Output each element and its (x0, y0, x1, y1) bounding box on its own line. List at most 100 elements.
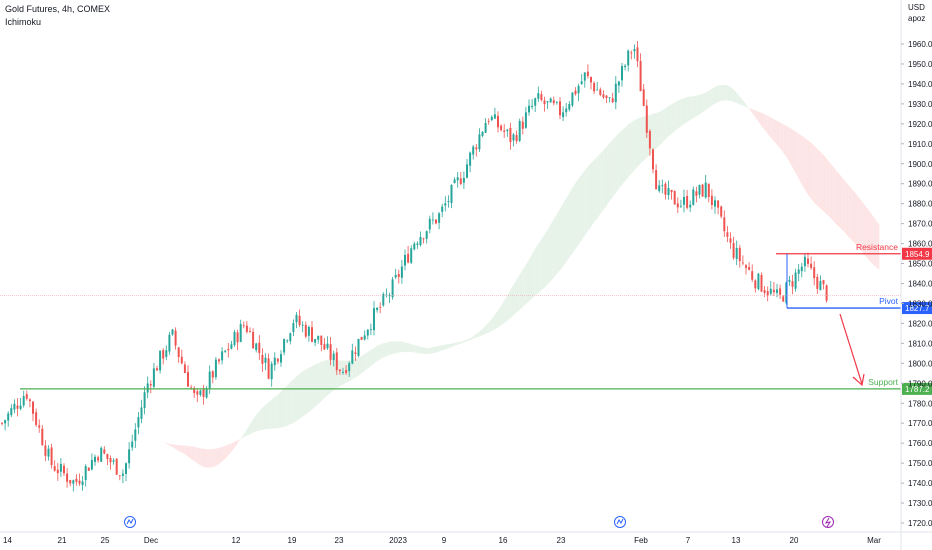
cloud-bullish (290, 379, 294, 425)
cloud-bullish (432, 346, 436, 354)
cloud-bullish (584, 166, 588, 236)
cloud-bullish (569, 187, 573, 258)
candle-body (205, 388, 208, 398)
candle-body (394, 274, 397, 278)
candle-body (580, 81, 583, 85)
cloud-bullish (671, 102, 675, 134)
candle-body (100, 447, 103, 462)
candle-body (552, 100, 555, 104)
cloud-bearish (789, 127, 793, 168)
cloud-bearish (764, 114, 768, 134)
cloud-bullish (150, 435, 154, 437)
candle-body (109, 458, 112, 463)
cloud-bearish (761, 112, 765, 130)
price-tick-label: 1790.0 (908, 379, 932, 388)
cloud-bearish (234, 440, 238, 448)
candle-body (332, 353, 335, 361)
scale-mode-label[interactable]: apoz (908, 14, 925, 23)
candle-body (599, 89, 602, 95)
candle-body (258, 342, 261, 353)
cloud-bearish (752, 109, 756, 118)
candle-body (118, 475, 121, 477)
candle-body (664, 183, 667, 195)
candle-body (264, 357, 267, 363)
candle-body (673, 191, 676, 205)
cloud-bullish (256, 411, 260, 432)
candle-body (112, 460, 115, 462)
price-tick-label: 1850.0 (908, 260, 932, 269)
cloud-bullish (122, 413, 126, 417)
candle-body (385, 294, 388, 296)
cloud-bullish (318, 361, 322, 405)
cloud-bullish (659, 110, 663, 146)
candle-body (741, 262, 744, 264)
candle-body (106, 453, 109, 459)
candle-body (813, 267, 816, 279)
candle-body (695, 191, 698, 196)
cloud-bullish (101, 409, 105, 412)
candle-body (38, 425, 41, 428)
price-tick-label: 1910.0 (908, 140, 932, 149)
cloud-bullish (243, 429, 247, 438)
price-tick-label: 1730.0 (908, 499, 932, 508)
cloud-bullish (653, 113, 657, 152)
candle-body (407, 253, 410, 263)
cloud-bearish (209, 449, 213, 468)
candle-body (720, 206, 723, 217)
cloud-bullish (615, 133, 619, 193)
candle-body (497, 115, 499, 128)
dividend-marker-icon[interactable] (124, 516, 136, 528)
cloud-bullish (463, 339, 467, 343)
candle-body (273, 357, 276, 366)
candle-body (298, 315, 301, 326)
cloud-bullish (727, 85, 731, 101)
candle-body (63, 465, 65, 474)
cloud-bullish (82, 421, 86, 424)
cloud-bullish (262, 404, 266, 430)
candle-body (450, 184, 453, 204)
candle-body (807, 258, 809, 264)
indicator-label[interactable]: Ichimoku (5, 17, 42, 27)
cloud-bullish (628, 122, 632, 178)
cloud-bullish (711, 87, 715, 106)
cloud-bullish (680, 98, 684, 127)
cloud-bullish (482, 325, 486, 336)
symbol-title[interactable]: Gold Futures, 4h, COMEX (5, 4, 111, 14)
candle-body (351, 350, 354, 364)
lightning-event-icon[interactable] (822, 516, 834, 528)
time-axis-ticks: 14 21 25 Dec 12 19 23 2023 9 16 23 Feb 7 13 20 Mar (3, 536, 881, 545)
candle-body (543, 100, 546, 105)
dividend-marker-icon[interactable] (614, 516, 626, 528)
cloud-bearish (854, 192, 858, 247)
cloud-bearish (863, 203, 867, 258)
cloud-bullish (107, 407, 111, 409)
candle-body (611, 98, 614, 103)
candle-body (524, 112, 527, 128)
cloud-bullish (417, 345, 421, 354)
candle-body (757, 273, 760, 290)
candle-body (276, 358, 279, 362)
candle-body (59, 463, 62, 472)
candle-body (549, 98, 552, 103)
cloud-bullish (572, 182, 576, 254)
candle-body (490, 116, 493, 121)
candle-body (416, 243, 419, 245)
cloud-bullish (532, 248, 536, 299)
cloud-bullish (250, 419, 254, 435)
cloud-bullish (305, 367, 309, 415)
candle-body (779, 288, 782, 295)
cloud-bullish (321, 360, 325, 402)
candle-body (143, 392, 146, 408)
candle-body (810, 263, 813, 268)
cloud-bearish (829, 162, 833, 221)
cloud-bullish (389, 341, 393, 355)
candle-body (69, 479, 72, 484)
cloud-bearish (172, 444, 176, 449)
candle-body (44, 445, 47, 456)
candle-body (224, 350, 227, 352)
cloud-bullish (739, 96, 743, 106)
cloud-bullish (398, 341, 402, 353)
candle-body (800, 266, 803, 272)
cloud-bearish (219, 447, 223, 464)
